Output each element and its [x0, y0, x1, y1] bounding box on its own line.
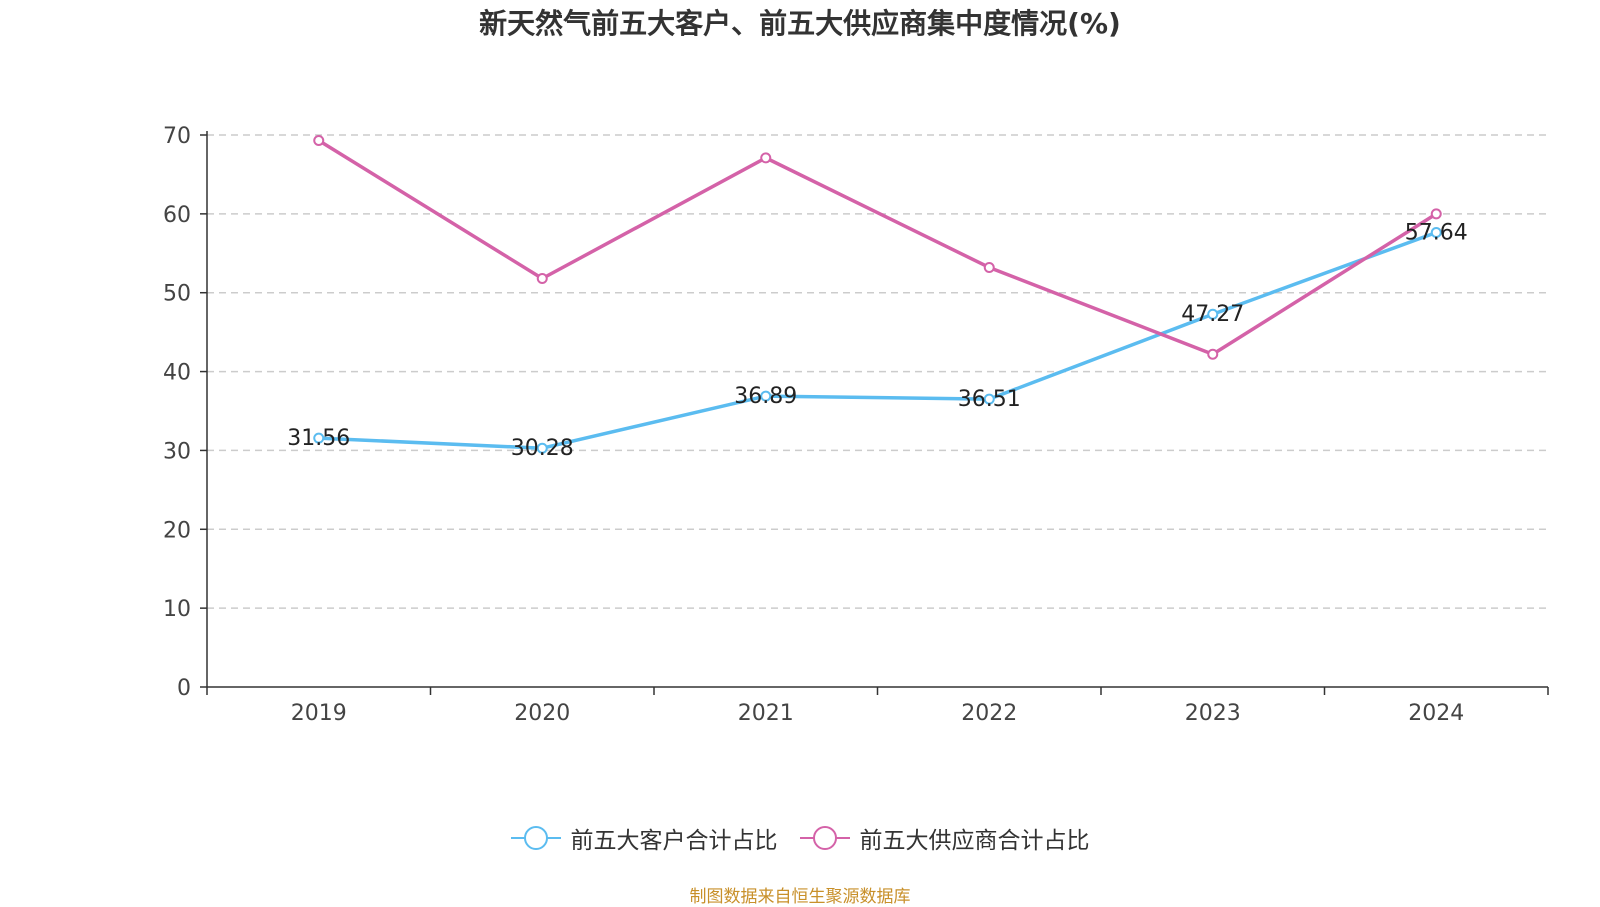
y-tick-label: 20	[163, 518, 191, 543]
series-point-0	[536, 442, 548, 454]
series-point-1	[760, 152, 772, 164]
series-point-1	[536, 273, 548, 285]
data-label: 57.64	[1405, 220, 1468, 245]
y-tick-label: 50	[163, 282, 191, 307]
legend-swatch-customers	[510, 826, 561, 850]
series-point-0	[983, 393, 995, 405]
x-tick-label: 2021	[738, 701, 794, 726]
data-label: 31.56	[287, 426, 350, 451]
x-tick-label: 2023	[1185, 701, 1241, 726]
series-line-0	[318, 230, 1437, 450]
series-point-0	[760, 390, 772, 402]
series-point-1	[983, 261, 995, 273]
data-labels: 31.56 30.28 36.89 36.51 47.27 57.64	[287, 220, 1467, 461]
data-label: 30.28	[511, 436, 574, 461]
legend-label-customers: 前五大客户合计占比	[570, 828, 778, 854]
series-point-1	[313, 135, 325, 147]
x-tick-label: 2022	[961, 701, 1017, 726]
series-point-0	[1207, 308, 1219, 320]
legend-item-suppliers[interactable]: 前五大供应商合计占比	[799, 821, 1090, 855]
series	[313, 135, 1442, 454]
y-tick-label: 10	[163, 597, 191, 622]
data-label: 36.89	[734, 384, 797, 409]
y-tick-label: 40	[163, 361, 191, 386]
series-point-0	[1430, 226, 1442, 238]
legend-swatch-suppliers	[799, 826, 850, 850]
data-label: 47.27	[1181, 302, 1244, 327]
axes: 0 10 20 30 40 50 60 70 2019 2020 2021 2022 2023 2024	[163, 124, 1549, 726]
y-tick-label: 60	[163, 203, 191, 228]
x-tick-label: 2019	[291, 701, 347, 726]
y-tick-label: 0	[177, 676, 191, 701]
series-line-1	[317, 139, 1438, 356]
series-point-1	[1207, 348, 1219, 360]
y-tick-label: 70	[163, 124, 191, 149]
legend-item-customers[interactable]: 前五大客户合计占比	[510, 821, 778, 855]
series-point-1	[1430, 208, 1442, 220]
data-label: 36.51	[958, 387, 1021, 412]
legend: 前五大客户合计占比 前五大供应商合计占比	[0, 821, 1600, 855]
y-tick-label: 30	[163, 439, 191, 464]
x-tick-label: 2024	[1408, 701, 1464, 726]
series-point-0	[313, 432, 325, 444]
legend-label-suppliers: 前五大供应商合计占比	[859, 828, 1090, 854]
chart-title: 新天然气前五大客户、前五大供应商集中度情况(%)	[479, 7, 1121, 40]
grid-lines	[207, 134, 1548, 609]
source-note: 制图数据来自恒生聚源数据库	[689, 887, 911, 907]
x-tick-label: 2020	[514, 701, 570, 726]
